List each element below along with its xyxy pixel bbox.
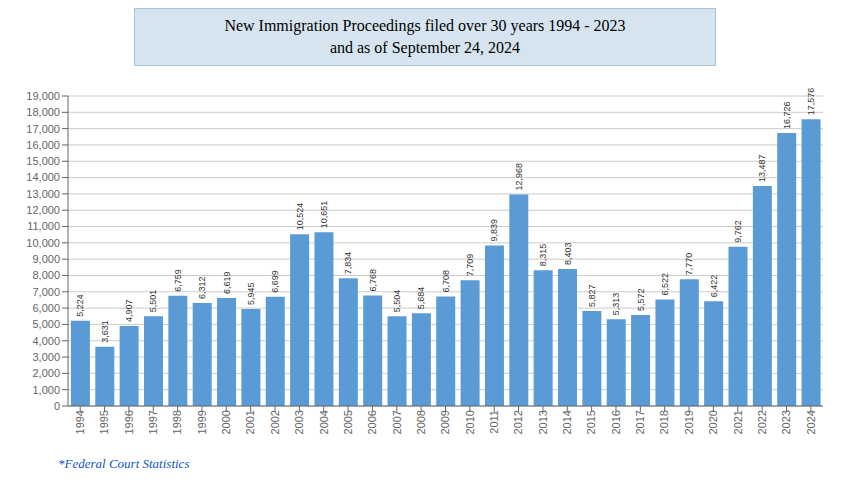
svg-text:2010: 2010 bbox=[464, 410, 476, 434]
html-text:and as of September 24, 2024: and as of September 24, 2024 bbox=[329, 39, 521, 56]
svg-text:1996: 1996 bbox=[123, 410, 135, 434]
svg-text:6,312: 6,312 bbox=[197, 276, 207, 299]
svg-text:3,000: 3,000 bbox=[32, 351, 60, 363]
svg-text:7,834: 7,834 bbox=[343, 252, 353, 275]
svg-text:2009: 2009 bbox=[439, 410, 451, 434]
svg-text:6,000: 6,000 bbox=[32, 302, 60, 314]
svg-text:2020: 2020 bbox=[707, 410, 719, 434]
svg-text:10,524: 10,524 bbox=[295, 203, 305, 231]
svg-text:2001: 2001 bbox=[244, 410, 256, 434]
svg-text:2024: 2024 bbox=[805, 410, 817, 434]
svg-text:2012: 2012 bbox=[512, 410, 524, 434]
svg-text:2019: 2019 bbox=[683, 410, 695, 434]
svg-text:11,000: 11,000 bbox=[27, 220, 60, 232]
svg-text:6,619: 6,619 bbox=[222, 271, 232, 294]
svg-text:2018: 2018 bbox=[659, 410, 671, 434]
svg-text:2015: 2015 bbox=[585, 410, 597, 434]
svg-text:2021: 2021 bbox=[732, 410, 744, 434]
svg-text:2017: 2017 bbox=[634, 410, 646, 434]
svg-text:19,000: 19,000 bbox=[26, 90, 60, 102]
svg-text:6,522: 6,522 bbox=[660, 273, 670, 296]
svg-text:2006: 2006 bbox=[366, 410, 378, 434]
svg-text:7,709: 7,709 bbox=[465, 254, 475, 277]
svg-text:6,768: 6,768 bbox=[368, 269, 378, 292]
svg-text:1,000: 1,000 bbox=[32, 384, 60, 396]
svg-text:10,000: 10,000 bbox=[26, 237, 60, 249]
svg-text:14,000: 14,000 bbox=[26, 171, 60, 183]
svg-text:1999: 1999 bbox=[196, 410, 208, 434]
svg-text:8,315: 8,315 bbox=[538, 244, 548, 267]
svg-text:2014: 2014 bbox=[561, 410, 573, 434]
svg-text:1998: 1998 bbox=[171, 410, 183, 434]
svg-text:5,501: 5,501 bbox=[148, 290, 158, 313]
svg-text:2004: 2004 bbox=[318, 410, 330, 434]
svg-text:2007: 2007 bbox=[391, 410, 403, 434]
svg-text:4,907: 4,907 bbox=[124, 299, 134, 322]
svg-text:2022: 2022 bbox=[756, 410, 768, 434]
svg-text:2008: 2008 bbox=[415, 410, 427, 434]
svg-text:2,000: 2,000 bbox=[32, 367, 60, 379]
svg-text:2002: 2002 bbox=[269, 410, 281, 434]
svg-text:10,651: 10,651 bbox=[319, 201, 329, 229]
svg-text:9,000: 9,000 bbox=[32, 253, 60, 265]
svg-text:3,631: 3,631 bbox=[100, 320, 110, 343]
svg-text:17,000: 17,000 bbox=[26, 123, 60, 135]
svg-text:2000: 2000 bbox=[220, 410, 232, 434]
svg-text:5,000: 5,000 bbox=[32, 318, 60, 330]
svg-text:2003: 2003 bbox=[293, 410, 305, 434]
svg-text:9,839: 9,839 bbox=[489, 219, 499, 242]
svg-text:8,403: 8,403 bbox=[563, 242, 573, 265]
svg-text:2005: 2005 bbox=[342, 410, 354, 434]
svg-text:1995: 1995 bbox=[98, 410, 110, 434]
svg-text:16,726: 16,726 bbox=[782, 102, 792, 130]
svg-text:13,487: 13,487 bbox=[757, 154, 767, 182]
svg-text:13,000: 13,000 bbox=[26, 188, 60, 200]
svg-text:5,945: 5,945 bbox=[246, 282, 256, 305]
svg-text:12,000: 12,000 bbox=[26, 204, 60, 216]
svg-text:2023: 2023 bbox=[780, 410, 792, 434]
svg-text:5,572: 5,572 bbox=[636, 289, 646, 312]
svg-text:7,000: 7,000 bbox=[32, 286, 60, 298]
svg-text:7,770: 7,770 bbox=[684, 253, 694, 276]
svg-text:1994: 1994 bbox=[74, 410, 86, 434]
svg-text:5,224: 5,224 bbox=[75, 294, 85, 317]
svg-text:6,708: 6,708 bbox=[441, 270, 451, 293]
svg-text:5,827: 5,827 bbox=[587, 284, 597, 307]
svg-text:8,000: 8,000 bbox=[32, 269, 60, 281]
svg-text:6,759: 6,759 bbox=[173, 269, 183, 292]
svg-text:4,000: 4,000 bbox=[32, 335, 60, 347]
html-text:New Immigration Proceedings fi: New Immigration Proceedings filed over 3… bbox=[224, 17, 626, 34]
svg-text:17,576: 17,576 bbox=[806, 88, 816, 116]
svg-text:5,313: 5,313 bbox=[611, 293, 621, 316]
svg-text:2016: 2016 bbox=[610, 410, 622, 434]
svg-text:5,684: 5,684 bbox=[416, 287, 426, 310]
svg-text:2011: 2011 bbox=[488, 410, 500, 434]
svg-text:15,000: 15,000 bbox=[26, 155, 60, 167]
svg-text:6,422: 6,422 bbox=[709, 275, 719, 298]
svg-text:18,000: 18,000 bbox=[26, 106, 60, 118]
svg-text:5,504: 5,504 bbox=[392, 290, 402, 313]
svg-text:16,000: 16,000 bbox=[26, 139, 60, 151]
svg-text:12,968: 12,968 bbox=[514, 163, 524, 191]
svg-text:2013: 2013 bbox=[537, 410, 549, 434]
svg-text:0: 0 bbox=[54, 400, 60, 412]
svg-text:1997: 1997 bbox=[147, 410, 159, 434]
svg-text:6,699: 6,699 bbox=[270, 270, 280, 293]
svg-text:9,762: 9,762 bbox=[733, 220, 743, 243]
html-text:*Federal Court Statistics: *Federal Court Statistics bbox=[58, 456, 190, 471]
